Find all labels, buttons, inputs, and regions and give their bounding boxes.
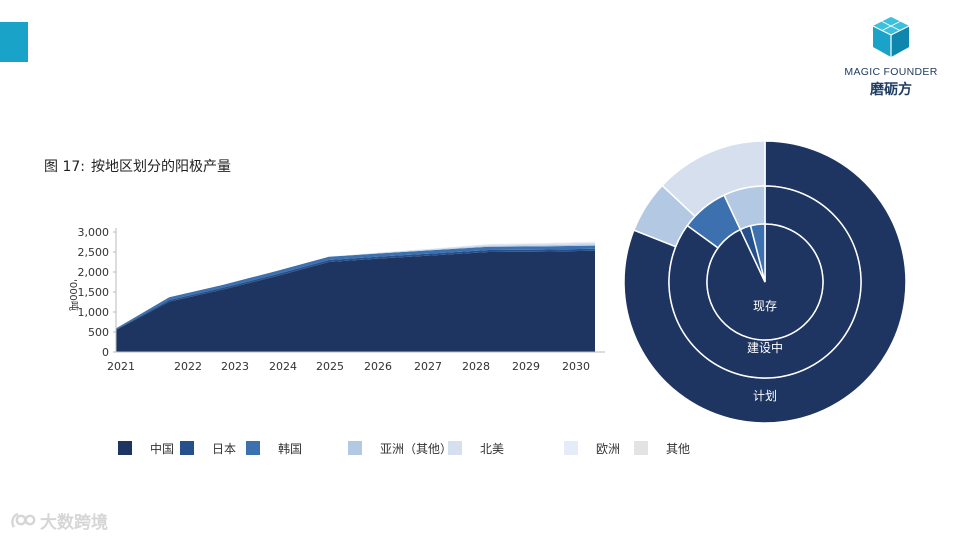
x-tick-label: 2024 xyxy=(269,360,297,373)
y-tick-label: 0 xyxy=(102,346,109,359)
x-tick-label: 2027 xyxy=(414,360,442,373)
cube-icon xyxy=(872,17,910,57)
watermark-text: 大数跨境 xyxy=(40,513,108,533)
legend-swatch xyxy=(180,441,194,455)
legend-label: 韩国 xyxy=(278,442,303,456)
donut-ring-label: 现存 xyxy=(753,299,777,313)
logo-text-en: MAGIC FOUNDER xyxy=(844,66,938,78)
x-tick-label: 2025 xyxy=(316,360,344,373)
legend-swatch xyxy=(246,441,260,455)
y-tick-label: 1,000 xyxy=(78,306,110,319)
header-accent-bar xyxy=(0,22,28,62)
y-tick-label: 2,500 xyxy=(78,246,110,259)
x-tick-label: 2023 xyxy=(221,360,249,373)
chart-legend: 中国 日本 韩国 亚洲（其他） 北美 欧洲 其他 xyxy=(118,440,738,458)
area-series-2 xyxy=(116,245,595,330)
legend-swatch xyxy=(634,441,648,455)
donut-ring-label: 计划 xyxy=(753,389,777,403)
y-tick-label: 500 xyxy=(88,326,109,339)
area-chart: 0 500 1,000 1,500 2,000 2,500 3,000 2021 2022 202… xyxy=(67,226,605,373)
donut-ring-label: 建设中 xyxy=(747,340,783,355)
figure-number: 图 17: xyxy=(44,159,85,175)
legend-label: 欧洲 xyxy=(596,442,621,456)
donut-slice-0-2 xyxy=(749,223,766,283)
legend-label: 其他 xyxy=(666,442,691,456)
y-tick-label: 3,000 xyxy=(78,226,110,239)
x-tick-label: 2026 xyxy=(364,360,392,373)
x-tick-label: 2030 xyxy=(562,360,590,373)
figure-caption: 按地区划分的阳极产量 xyxy=(90,159,231,175)
x-tick-label: 2028 xyxy=(462,360,490,373)
logo-text-cn: 磨砺方 xyxy=(870,82,912,98)
legend-label: 日本 xyxy=(212,442,237,456)
legend-label: 北美 xyxy=(480,442,505,456)
figure-title: 图 17: 按地区划分的阳极产量 xyxy=(44,156,237,176)
y-tick-label: 2,000 xyxy=(78,266,110,279)
y-tick-label: 1,500 xyxy=(78,286,110,299)
legend-swatch xyxy=(448,441,462,455)
legend-swatch xyxy=(118,441,132,455)
legend-swatch xyxy=(348,441,362,455)
legend-label: 中国 xyxy=(150,442,175,456)
x-tick-label: 2021 xyxy=(107,360,135,373)
brand-logo: MAGIC FOUNDER 磨砺方 xyxy=(836,14,946,99)
watermark-logo-icon xyxy=(10,511,36,536)
watermark: 大数跨境 xyxy=(10,508,108,536)
legend-swatch xyxy=(564,441,578,455)
legend-label: 亚洲（其他） xyxy=(380,442,453,456)
y-axis-label: '000吨 xyxy=(67,279,80,311)
x-tick-label: 2022 xyxy=(174,360,202,373)
x-tick-label: 2029 xyxy=(512,360,540,373)
area-series-0 xyxy=(116,250,595,352)
